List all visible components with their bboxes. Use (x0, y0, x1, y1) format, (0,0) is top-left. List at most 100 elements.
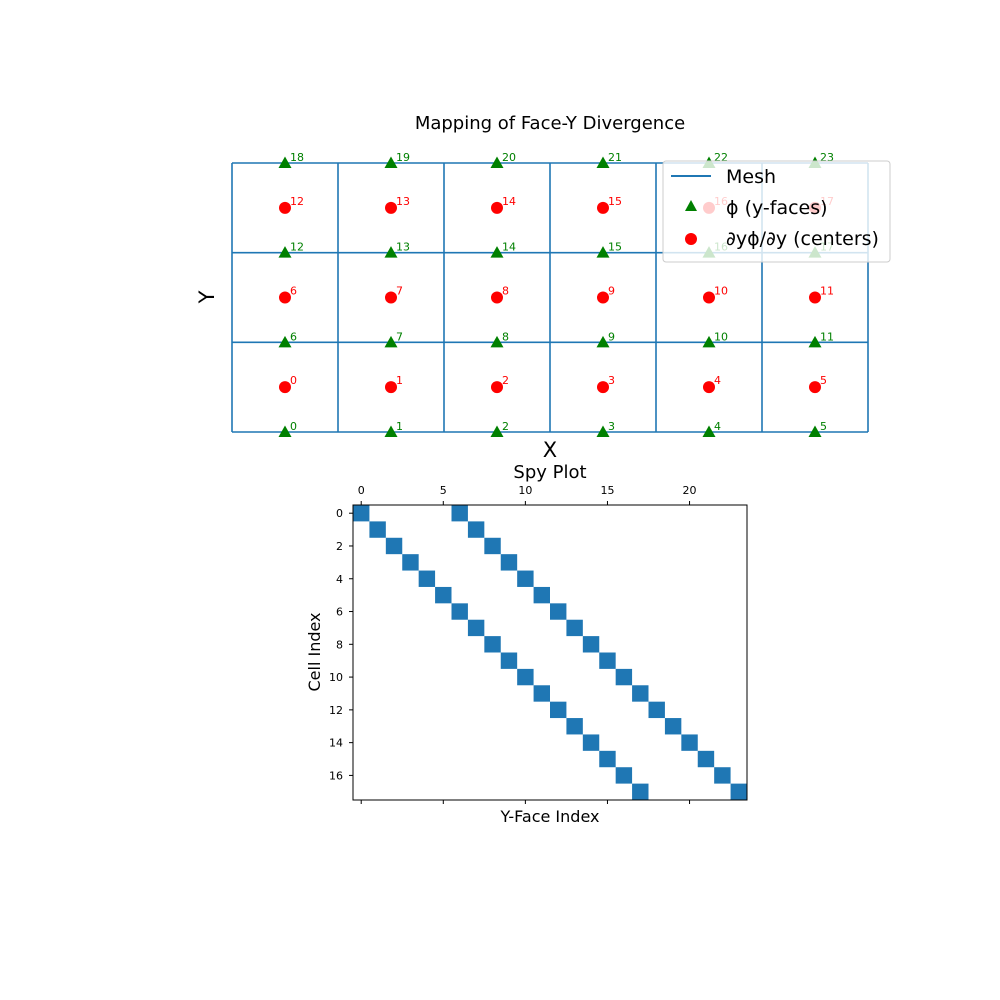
spy-y-tick-label: 10 (329, 671, 343, 684)
legend-faces-label: ϕ (y-faces) (726, 197, 828, 219)
center-marker (279, 201, 291, 214)
face-marker (490, 246, 504, 258)
center-marker (385, 291, 397, 304)
face-marker-label: 10 (714, 330, 728, 343)
spy-y-tick-label: 14 (329, 737, 343, 750)
spy-nonzero-cell (533, 685, 550, 702)
center-marker-label: 8 (502, 285, 509, 298)
mesh-y-label: Y (195, 290, 219, 304)
center-marker (491, 291, 503, 304)
spy-y-label: Cell Index (305, 612, 324, 691)
spy-nonzero-cell (517, 570, 534, 587)
face-marker (702, 335, 716, 348)
spy-y-tick-label: 8 (336, 638, 343, 651)
spy-nonzero-cell (484, 537, 501, 555)
mesh-x-label: X (543, 438, 557, 462)
face-marker (384, 425, 398, 437)
center-marker-label: 5 (820, 374, 827, 387)
spy-x-tick-label: 0 (358, 484, 365, 497)
spy-chart: Spy Plot 0 5 10 15 20 0 2 4 6 8 10 12 14 16 Y-Face I… (305, 462, 748, 826)
face-marker (278, 246, 292, 258)
spy-nonzero-cell (582, 734, 600, 751)
face-marker-label: 15 (608, 241, 622, 254)
spy-nonzero-cell (681, 734, 698, 751)
legend: Mesh ϕ (y-faces) ∂yϕ/∂y (centers) (662, 160, 891, 263)
face-marker (596, 425, 610, 437)
spy-nonzero-cell (730, 783, 747, 800)
center-marker-label: 13 (396, 195, 410, 208)
spy-nonzero-cell (599, 652, 616, 669)
center-marker (597, 381, 609, 394)
center-marker-label: 4 (714, 374, 721, 387)
face-marker-label: 8 (502, 330, 509, 343)
face-marker (490, 425, 504, 437)
face-marker (278, 156, 292, 168)
spy-nonzero-cell (664, 718, 682, 735)
center-marker-label: 7 (396, 285, 403, 298)
spy-nonzero-cell (369, 521, 386, 538)
face-marker-label: 9 (608, 330, 615, 343)
face-marker (596, 156, 610, 168)
spy-x-label: Y-Face Index (500, 807, 600, 826)
spy-nonzero-cell (517, 668, 534, 686)
legend-mesh-label: Mesh (726, 166, 776, 188)
center-marker-label: 0 (290, 374, 297, 387)
center-marker (703, 381, 715, 394)
face-marker-label: 21 (608, 151, 622, 164)
legend-centers-label: ∂yϕ/∂y (centers) (726, 228, 879, 250)
spy-nonzero-cell (467, 619, 485, 637)
spy-nonzero-cell (500, 652, 518, 669)
face-marker-label: 12 (290, 241, 304, 254)
spy-x-tick-label: 20 (683, 484, 697, 497)
center-marker (491, 381, 503, 394)
face-marker (702, 425, 716, 437)
spy-y-tick-label: 2 (336, 540, 343, 553)
face-marker-label: 0 (290, 420, 297, 433)
face-marker-label: 18 (290, 151, 304, 164)
face-marker-label: 20 (502, 151, 516, 164)
face-marker-label: 13 (396, 241, 410, 254)
center-marker (597, 201, 609, 214)
spy-nonzero-cell (632, 685, 649, 702)
spy-nonzero-cell (697, 750, 715, 768)
face-marker-label: 7 (396, 330, 403, 343)
center-marker-label: 10 (714, 285, 728, 298)
face-marker (490, 335, 504, 348)
center-marker-label: 11 (820, 285, 834, 298)
center-marker (385, 201, 397, 214)
center-marker (491, 201, 503, 214)
face-marker (808, 335, 822, 348)
face-marker (384, 246, 398, 258)
center-marker (703, 291, 715, 304)
spy-nonzero-cell (353, 505, 370, 522)
spy-nonzero-cell (714, 767, 731, 784)
mesh-chart: Mapping of Face-Y Divergence 0 1 2 3 4 56 7 8 9 1… (195, 113, 891, 462)
spy-nonzero-cell (632, 783, 649, 800)
spy-nonzeros (353, 505, 747, 800)
face-marker (596, 335, 610, 348)
center-marker-label: 14 (502, 195, 516, 208)
center-marker (385, 381, 397, 394)
center-marker (597, 291, 609, 304)
spy-y-tick-label: 6 (336, 606, 343, 619)
face-marker (278, 425, 292, 437)
center-marker (279, 291, 291, 304)
legend-triangle-icon (685, 200, 697, 211)
face-marker-label: 2 (502, 420, 509, 433)
spy-nonzero-cell (467, 521, 485, 538)
spy-nonzero-cell (566, 619, 583, 637)
face-marker (384, 156, 398, 168)
face-marker-label: 4 (714, 420, 721, 433)
spy-nonzero-cell (451, 603, 468, 620)
face-marker-label: 6 (290, 330, 297, 343)
spy-axes-frame (352, 504, 748, 801)
spy-nonzero-cell (566, 718, 583, 735)
spy-nonzero-cell (385, 537, 403, 555)
spy-nonzero-cell (435, 586, 452, 604)
spy-nonzero-cell (648, 701, 665, 719)
spy-nonzero-cell (451, 505, 468, 522)
face-marker (384, 335, 398, 348)
center-marker (809, 291, 821, 304)
legend-circle-icon (685, 233, 697, 245)
